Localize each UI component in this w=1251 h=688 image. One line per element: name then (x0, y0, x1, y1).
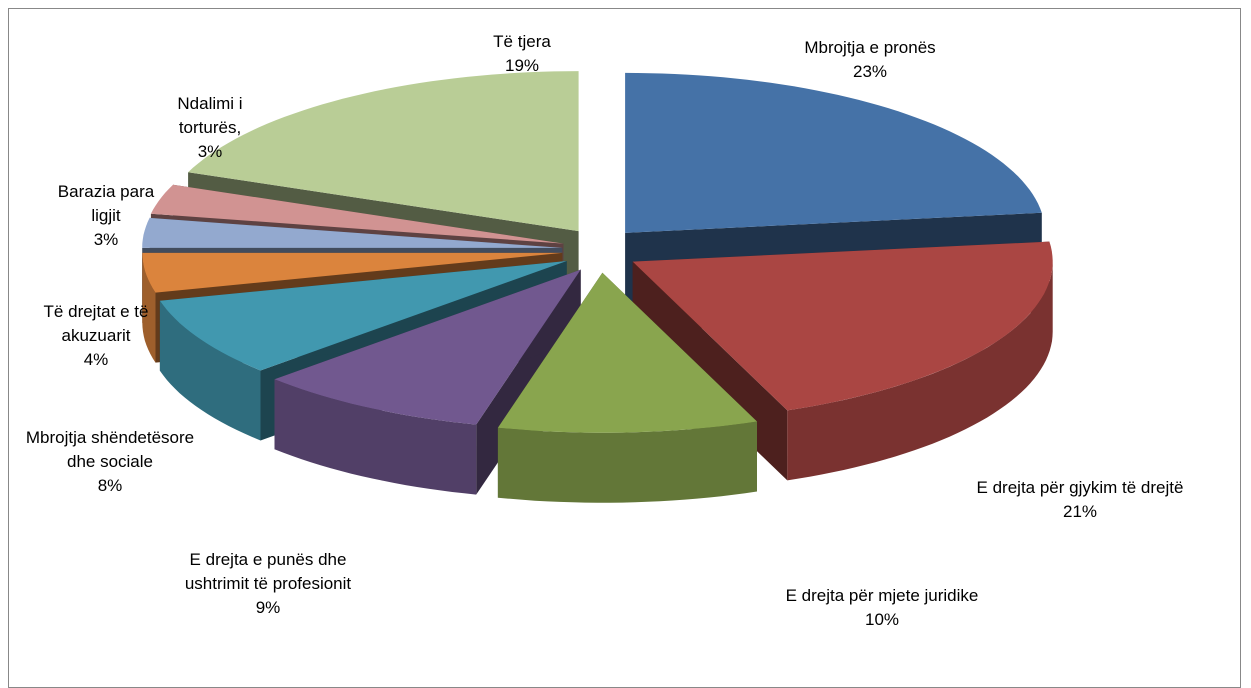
slice-label: E drejta e punës dhe ushtrimit të profes… (173, 548, 363, 620)
slice (159, 261, 567, 371)
category-label: Mbrojtja shëndetësore dhe sociale (25, 428, 195, 471)
value-label: 3% (197, 142, 223, 161)
slice (150, 184, 564, 244)
category-label: E drejta e punës dhe ushtrimit të profes… (184, 550, 352, 593)
value-label: 8% (97, 476, 123, 495)
slice-label: Mbrojtja e pronës 23% (760, 36, 980, 84)
category-label: E drejta për mjete juridike (785, 586, 979, 605)
value-label: 19% (504, 56, 540, 75)
category-label: Ndalimi i torturës, (177, 94, 243, 137)
category-label: Të tjera (493, 32, 551, 51)
slice-side (787, 261, 1053, 481)
slice-label: E drejta për mjete juridike 10% (782, 584, 982, 632)
slice (142, 217, 563, 248)
value-label: 9% (255, 598, 281, 617)
value-label: 21% (1062, 502, 1098, 521)
slice (274, 269, 581, 425)
category-label: Barazia para ligjit (57, 182, 155, 225)
slice-label: Ndalimi i torturës, 3% (155, 92, 265, 164)
slice-side (274, 379, 477, 495)
slice (188, 71, 579, 232)
slice-side (497, 421, 757, 503)
category-label: Të drejtat e të akuzuarit (43, 302, 149, 345)
slice-label: Të drejtat e të akuzuarit 4% (21, 300, 171, 372)
slice-group (497, 272, 757, 503)
slice-side (159, 300, 261, 441)
value-label: 3% (93, 230, 119, 249)
slice-side (142, 252, 156, 363)
slice (632, 241, 1053, 411)
value-label: 4% (83, 350, 109, 369)
value-label: 23% (852, 62, 888, 81)
slice (142, 252, 563, 293)
slice-label: Barazia para ligjit 3% (46, 180, 166, 252)
pie-canvas (142, 71, 1053, 503)
chart: Mbrojtja e pronës 23% E drejta për gjykim … (8, 8, 1241, 688)
slice-label: Mbrojtja shëndetësore dhe sociale 8% (10, 426, 210, 498)
category-label: Mbrojtja e pronës (804, 38, 936, 57)
value-label: 10% (864, 610, 900, 629)
slice (625, 72, 1042, 233)
slice-label: E drejta për gjykim të drejtë 21% (960, 476, 1200, 524)
slice (497, 272, 757, 433)
slice-label: Të tjera 19% (462, 30, 582, 78)
category-label: E drejta për gjykim të drejtë (976, 478, 1184, 497)
